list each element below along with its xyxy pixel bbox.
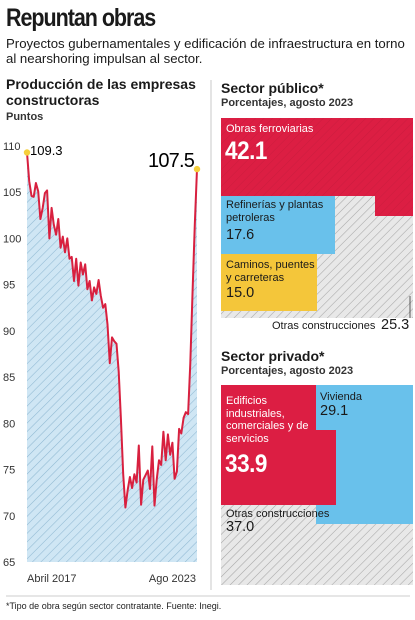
- private-panel-subtitle: Porcentajes, agosto 2023: [221, 365, 354, 377]
- y-tick-label: 95: [3, 280, 15, 292]
- area-fill: [27, 152, 197, 562]
- cell-edificios: [221, 385, 336, 505]
- start-point-marker: [23, 149, 31, 156]
- line-panel-title: Producción de las empresas constructoras: [6, 76, 196, 108]
- y-tick-label: 65: [3, 557, 15, 569]
- y-tick-label: 105: [3, 187, 21, 199]
- cell-caminos: [221, 254, 317, 311]
- cell-refinerias: [221, 196, 335, 254]
- y-tick-label: 80: [3, 418, 15, 430]
- otras-private-label: Otras construcciones: [226, 508, 330, 520]
- start-value-label: 109.3: [30, 143, 63, 158]
- y-axis: 65 70 75 80 85 90 95 100 105 110: [3, 141, 21, 569]
- refinerias-label: Refinerías y plantas petroleras: [226, 199, 324, 224]
- y-tick-label: 90: [3, 326, 15, 338]
- cell-obras-ferroviarias-hatch: [221, 118, 413, 216]
- private-panel-title: Sector privado*: [221, 348, 325, 364]
- x-axis: Abril 2017 Ago 2023: [27, 573, 196, 585]
- ferroviarias-value: 42.1: [225, 137, 268, 165]
- line-panel-unit: Puntos: [6, 111, 44, 123]
- footnote: *Tipo de obra según sector contratante. …: [6, 601, 222, 611]
- ferroviarias-label: Obras ferroviarias: [226, 123, 314, 135]
- otras-public-label: Otras construcciones: [272, 320, 376, 332]
- caminos-label: Caminos, puentes y carreteras: [226, 259, 315, 284]
- public-panel-title: Sector público*: [221, 80, 324, 96]
- y-tick-label: 70: [3, 511, 15, 523]
- page-title: Repuntan obras: [6, 4, 156, 32]
- end-point-marker: [193, 165, 201, 173]
- x-tick-label: Abril 2017: [27, 573, 77, 585]
- vivienda-value: 29.1: [320, 403, 349, 419]
- public-panel-subtitle: Porcentajes, agosto 2023: [221, 97, 354, 109]
- public-treemap: [221, 118, 413, 318]
- y-tick-label: 75: [3, 465, 15, 477]
- vivienda-label: Vivienda: [320, 391, 362, 403]
- end-value-label: 107.5: [148, 150, 195, 172]
- series-line: [26, 152, 198, 509]
- otras-private-value: 37.0: [226, 519, 255, 535]
- edificios-label: Edificios industriales, comerciales y de…: [226, 395, 309, 445]
- otras-public-value: 25.3: [381, 317, 410, 333]
- caminos-value: 15.0: [226, 285, 255, 301]
- y-tick-label: 110: [3, 141, 21, 153]
- x-tick-label: Ago 2023: [149, 573, 196, 585]
- y-tick-label: 85: [3, 372, 15, 384]
- line-chart: 65 70 75 80 85 90 95 100 105 110 Abril 2017 Ago 20…: [3, 141, 201, 585]
- edificios-value: 33.9: [225, 450, 268, 478]
- private-treemap: [221, 385, 413, 585]
- refinerias-value: 17.6: [226, 227, 255, 243]
- y-tick-label: 100: [3, 233, 21, 245]
- page-subtitle: Proyectos gubernamentales y edificación …: [6, 36, 405, 66]
